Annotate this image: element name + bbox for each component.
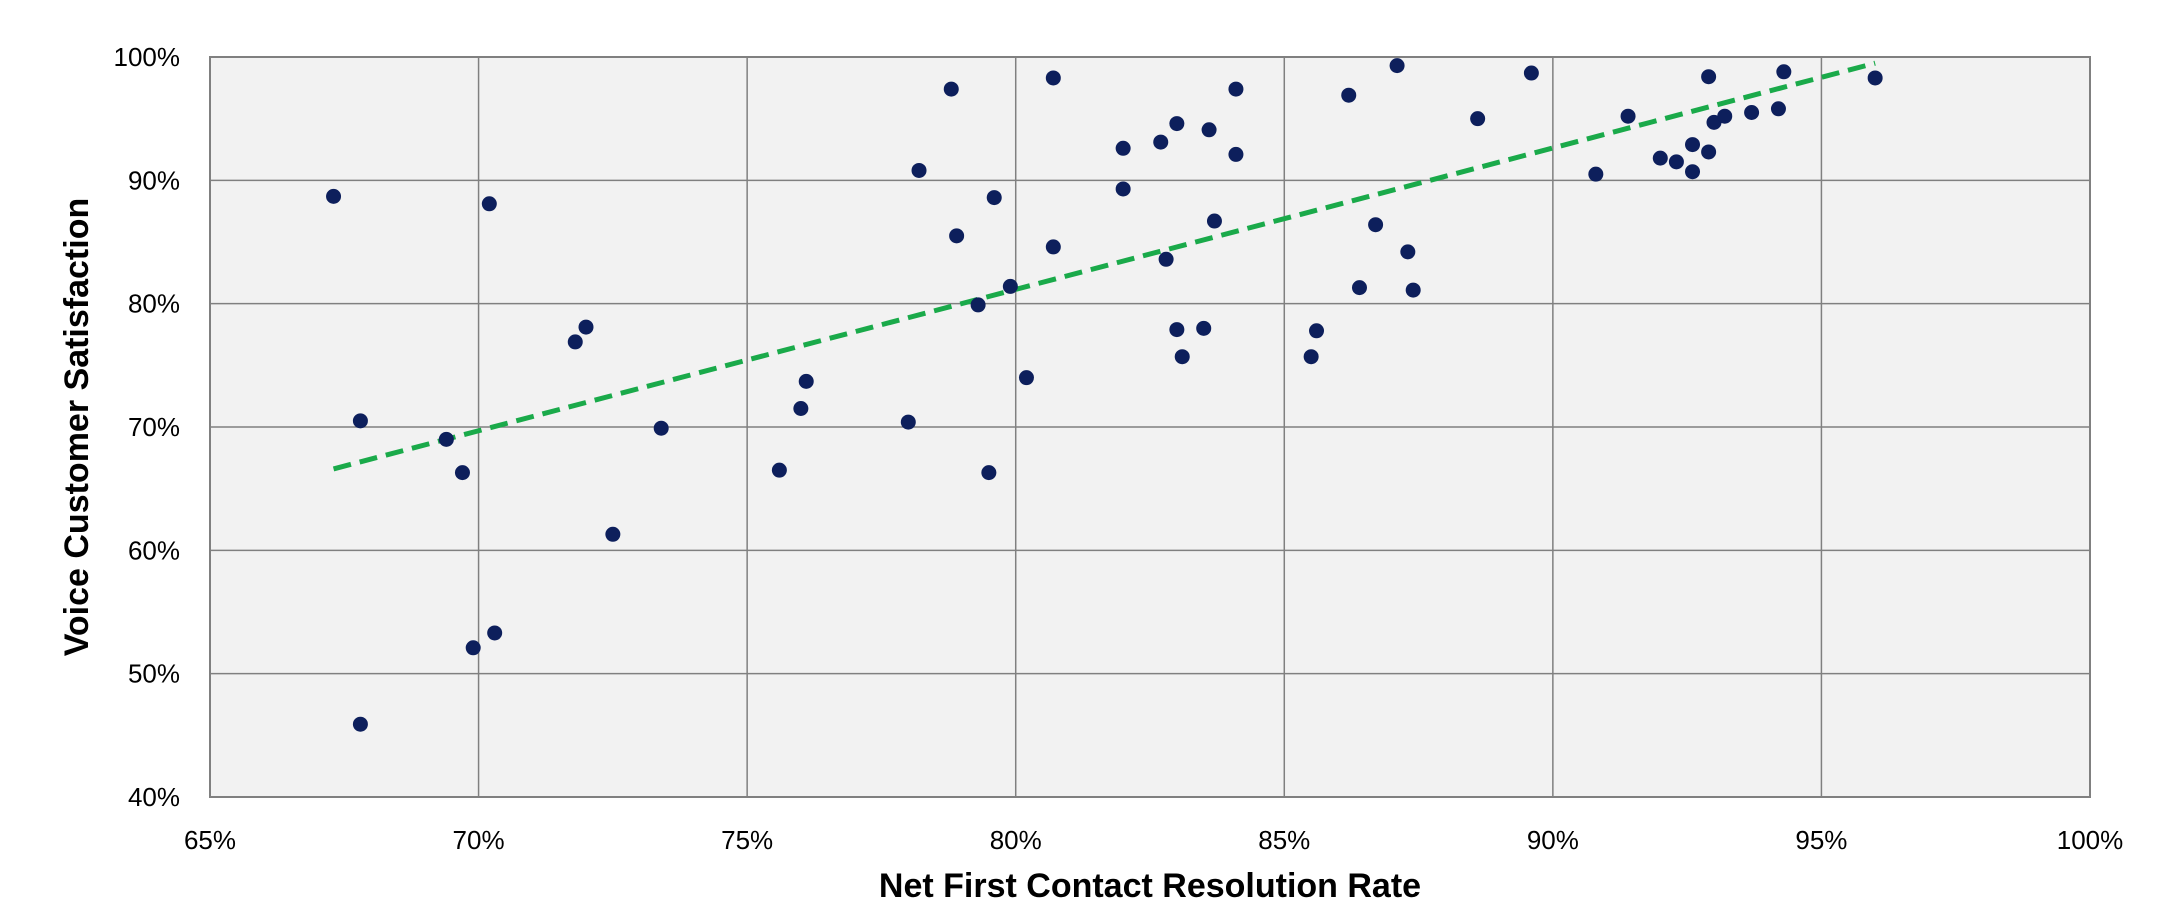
gridlines [210,57,2090,797]
data-point [1685,164,1701,180]
data-point [1201,122,1217,138]
trendline-group [332,60,1876,472]
data-point [1002,278,1018,294]
data-point [1115,140,1131,156]
x-tick-label: 65% [184,825,236,855]
data-point [1389,58,1405,74]
data-point [481,196,497,212]
data-point [1228,146,1244,162]
data-point [1158,251,1174,267]
y-tick-label: 60% [128,535,180,565]
data-point [970,297,986,313]
data-point [1174,349,1190,365]
x-tick-label: 90% [1527,825,1579,855]
data-point [352,413,368,429]
data-point [949,228,965,244]
data-point [487,625,503,641]
data-point [1620,108,1636,124]
y-tick-label: 40% [128,782,180,812]
data-point [1588,166,1604,182]
data-point [1153,134,1169,150]
y-tick-label: 50% [128,659,180,689]
data-point [454,465,470,481]
data-point [1744,105,1760,120]
data-point [793,401,809,416]
data-point [771,462,787,478]
data-point [1701,144,1717,160]
data-point [1351,280,1367,296]
x-tick-label: 80% [990,825,1042,855]
data-point [326,188,342,204]
data-point [1196,320,1212,336]
x-tick-label: 95% [1795,825,1847,855]
data-point [1523,65,1539,81]
data-point [1652,150,1668,166]
data-point [900,414,916,430]
data-point [798,373,814,389]
data-point [1018,370,1034,386]
data-point [1309,323,1325,339]
data-point [1400,244,1416,260]
x-tick-label: 70% [453,825,505,855]
data-point [1169,322,1185,338]
data-point [911,162,927,178]
data-point [981,465,997,481]
data-point [1115,181,1131,197]
trendline [332,60,1876,472]
data-point [986,190,1002,206]
data-point [567,334,583,350]
data-point [1228,81,1244,97]
y-tick-label: 100% [114,42,181,72]
y-tick-label: 70% [128,412,180,442]
data-point [352,716,368,732]
data-point [1867,70,1883,86]
data-point [1341,87,1357,103]
x-tick-label: 75% [721,825,773,855]
data-point [605,526,621,542]
x-tick-label: 100% [2057,825,2124,855]
y-axis-title: Voice Customer Satisfaction [58,198,96,657]
data-point [1303,349,1319,365]
x-axis-tick-labels: 65% 70% 75% 80% 85% 90% 95% 100% [184,825,2123,855]
data-point [578,319,594,335]
data-point [943,81,959,97]
x-axis-title: Net First Contact Resolution Rate [879,867,1421,902]
data-point [1685,137,1701,153]
y-tick-label: 80% [128,289,180,319]
data-points [326,58,1883,732]
data-point [438,431,454,447]
data-point [1668,154,1684,170]
data-point [1717,108,1733,124]
data-point [1206,213,1222,229]
data-point [653,420,669,436]
data-point [1045,70,1061,86]
data-point [1776,64,1792,80]
data-point [1169,116,1185,132]
y-axis-tick-labels: 40% 50% 60% 70% 80% 90% 100% [114,42,181,812]
data-point [1470,111,1486,127]
data-point [1701,69,1717,85]
data-point [465,640,481,656]
data-point [1368,217,1384,233]
y-tick-label: 90% [128,165,180,195]
data-point [1405,282,1421,298]
data-point [1045,239,1061,255]
x-tick-label: 85% [1258,825,1310,855]
data-point [1770,101,1786,117]
